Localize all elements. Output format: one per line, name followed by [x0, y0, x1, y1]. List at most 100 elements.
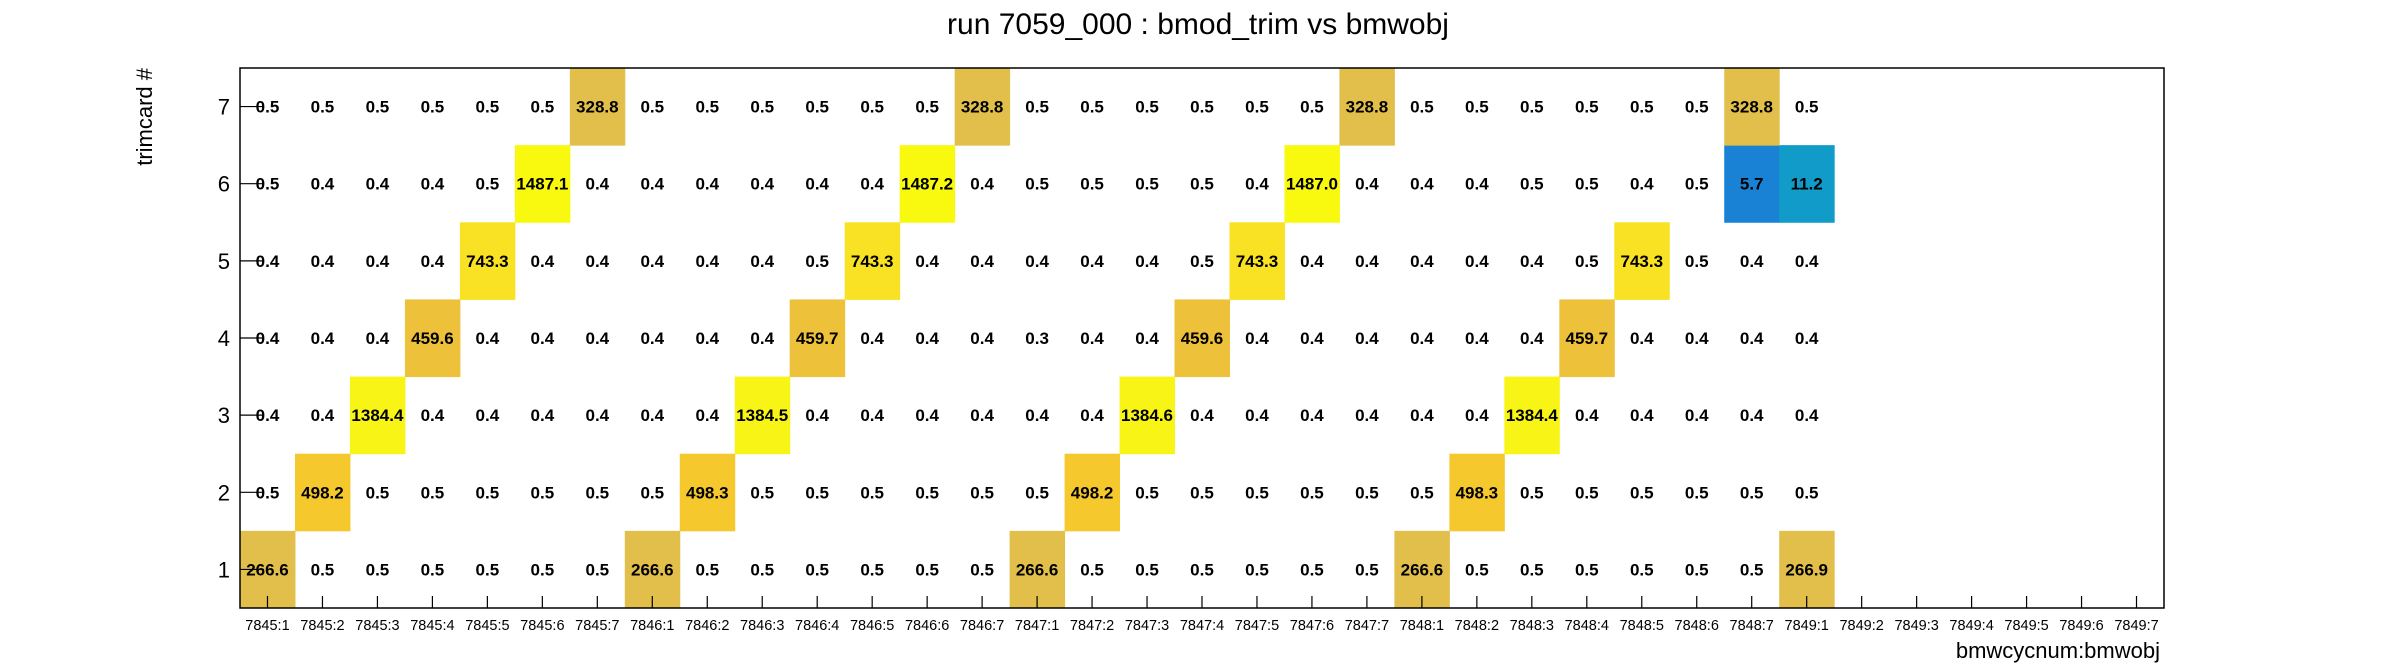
heatmap-cell [679, 453, 736, 532]
cell-value-label: 0.5 [1465, 560, 1489, 579]
cell-value-label: 0.5 [1410, 483, 1434, 502]
x-tick-label: 7847:7 [1345, 618, 1389, 634]
cell-value-label: 0.5 [915, 560, 939, 579]
x-tick-label: 7845:3 [355, 618, 399, 634]
cell-value-label: 0.4 [1465, 252, 1489, 271]
cell-value-label: 5.7 [1740, 175, 1764, 194]
cell-value-label: 0.4 [1300, 406, 1324, 425]
cell-value-label: 0.5 [476, 560, 500, 579]
cell-value-label: 0.4 [1300, 329, 1324, 348]
cell-value-label: 0.5 [640, 483, 664, 502]
cell-value-label: 0.4 [695, 175, 719, 194]
cell-value-label: 0.5 [805, 98, 829, 117]
cell-value-label: 0.5 [750, 98, 774, 117]
cell-value-label: 0.4 [1355, 252, 1379, 271]
x-tick-label: 7848:3 [1510, 618, 1554, 634]
cell-value-label: 0.5 [1630, 98, 1654, 117]
cell-value-label: 0.5 [1575, 175, 1599, 194]
cell-value-label: 0.4 [640, 175, 664, 194]
cell-value-label: 0.5 [1520, 175, 1544, 194]
cell-value-label: 0.4 [1520, 329, 1544, 348]
x-axis-title: bmwcycnum:bmwobj [1956, 638, 2160, 663]
cell-value-label: 0.5 [695, 98, 719, 117]
x-tick-label: 7847:2 [1070, 618, 1114, 634]
cell-value-label: 0.5 [1795, 98, 1819, 117]
cell-value-label: 0.4 [531, 406, 555, 425]
heatmap-cell [1779, 145, 1835, 223]
cell-value-label: 266.9 [1785, 560, 1828, 579]
x-tick-label: 7849:4 [1949, 618, 1993, 634]
heatmap-cell [1064, 453, 1121, 532]
y-tick-label: 6 [218, 172, 230, 197]
x-tick-label: 7848:1 [1400, 618, 1444, 634]
cell-value-label: 0.5 [1080, 98, 1104, 117]
x-tick-label: 7847:1 [1015, 618, 1059, 634]
heatmap-cell [734, 376, 791, 455]
cell-value-label: 0.5 [1520, 560, 1544, 579]
cell-value-label: 459.7 [796, 329, 839, 348]
cell-value-label: 0.5 [1300, 560, 1324, 579]
cell-value-label: 0.5 [860, 483, 884, 502]
cell-value-label: 743.3 [1620, 252, 1663, 271]
cell-value-label: 0.5 [805, 560, 829, 579]
x-tick-label: 7848:5 [1620, 618, 1664, 634]
heatmap-cell [349, 376, 406, 455]
cell-value-label: 0.4 [585, 252, 609, 271]
cell-value-label: 0.5 [1685, 483, 1709, 502]
cell-value-label: 328.8 [1730, 98, 1773, 117]
cell-value-label: 0.4 [1355, 329, 1379, 348]
cell-value-label: 0.4 [1245, 406, 1269, 425]
cell-value-label: 0.5 [1300, 98, 1324, 117]
cell-value-label: 0.5 [366, 483, 390, 502]
cell-value-label: 0.4 [311, 406, 335, 425]
cell-value-label: 0.5 [970, 483, 994, 502]
cell-value-label: 0.4 [1410, 406, 1434, 425]
cell-value-label: 0.4 [1080, 252, 1104, 271]
cell-value-label: 0.4 [1465, 406, 1489, 425]
cell-value-label: 0.5 [256, 483, 280, 502]
cell-value-label: 0.5 [1025, 483, 1049, 502]
heatmap-cell [1724, 68, 1780, 146]
cell-value-label: 0.5 [585, 483, 609, 502]
cell-value-label: 0.4 [256, 329, 280, 348]
cell-value-label: 0.4 [256, 252, 280, 271]
x-tick-label: 7845:4 [410, 618, 454, 634]
cell-value-label: 0.4 [1410, 175, 1434, 194]
cell-value-label: 1384.5 [736, 406, 788, 425]
cell-value-label: 0.5 [1245, 560, 1269, 579]
x-tick-label: 7846:4 [795, 618, 839, 634]
cell-value-label: 498.3 [1456, 483, 1499, 502]
x-tick-label: 7848:2 [1455, 618, 1499, 634]
cell-value-label: 0.4 [421, 252, 445, 271]
cell-value-label: 498.2 [1071, 483, 1114, 502]
cell-value-label: 0.5 [476, 175, 500, 194]
cell-value-label: 0.4 [1245, 329, 1269, 348]
x-tick-label: 7847:3 [1125, 618, 1169, 634]
cell-value-label: 0.5 [1245, 483, 1269, 502]
cell-value-label: 0.4 [476, 329, 500, 348]
cell-value-label: 1487.1 [516, 175, 568, 194]
cell-value-label: 0.4 [585, 329, 609, 348]
cell-value-label: 0.5 [1575, 560, 1599, 579]
cell-value-label: 0.5 [1740, 560, 1764, 579]
x-tick-label: 7845:1 [245, 618, 289, 634]
cell-value-label: 0.5 [311, 560, 335, 579]
cell-value-label: 0.4 [1190, 406, 1214, 425]
cell-value-label: 0.4 [1355, 406, 1379, 425]
cell-value-label: 0.4 [805, 406, 829, 425]
y-tick-label: 7 [218, 95, 230, 120]
cell-value-label: 0.4 [915, 406, 939, 425]
x-tick-label: 7845:5 [465, 618, 509, 634]
cell-value-label: 266.6 [246, 560, 289, 579]
cell-value-label: 328.8 [1346, 98, 1389, 117]
heatmap-cell [1284, 145, 1340, 223]
cell-value-label: 459.7 [1566, 329, 1609, 348]
cell-labels: 266.6 0.5 0.5 0.5 0.5 0.5 0.5 266.6 0.5 0.5 0.5 0.5… [246, 98, 1828, 580]
cell-value-label: 1487.0 [1286, 175, 1338, 194]
x-tick-label: 7849:7 [2114, 618, 2158, 634]
heatmap-cell [1174, 299, 1230, 378]
cell-value-label: 0.5 [531, 483, 555, 502]
cell-value-label: 0.5 [421, 483, 445, 502]
cell-value-label: 0.4 [1410, 252, 1434, 271]
cell-value-label: 0.4 [1355, 175, 1379, 194]
